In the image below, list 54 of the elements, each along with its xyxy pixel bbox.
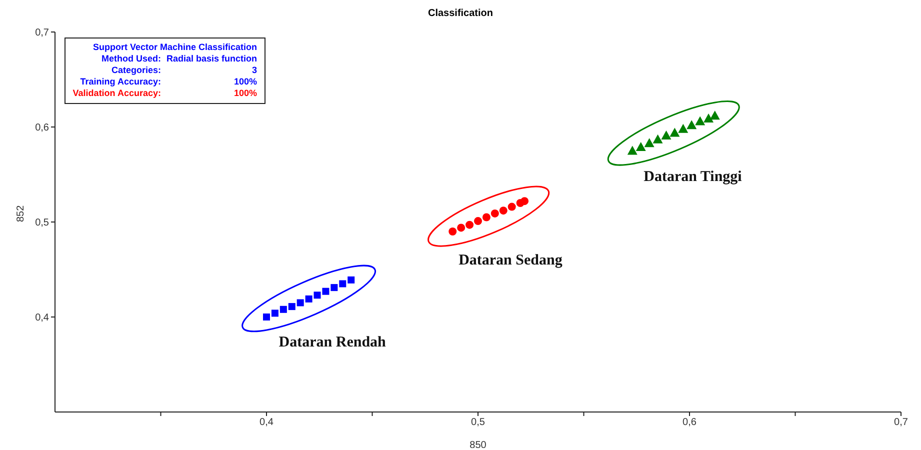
point: [652, 134, 663, 144]
annotation: Radial basis function: [166, 54, 257, 64]
point: [330, 284, 338, 292]
point: [695, 116, 706, 126]
point: [678, 124, 688, 133]
annotation: 3: [252, 65, 257, 75]
point: [661, 130, 672, 140]
x-tick-label: 0,4: [260, 417, 274, 428]
y-tick-label: 0,6: [35, 122, 50, 134]
point: [466, 220, 474, 229]
point: [686, 120, 697, 130]
y-tick-label: 0,5: [35, 218, 50, 229]
point: [280, 306, 287, 313]
point: [704, 113, 714, 122]
point: [288, 303, 296, 310]
annotation: Training Accuracy:: [80, 76, 161, 86]
annotation: Validation Accuracy:: [72, 88, 161, 98]
point: [322, 288, 330, 295]
chart-title: Classification: [426, 8, 494, 19]
point: [314, 292, 321, 299]
x-tick-label: 0,6: [682, 417, 697, 428]
point: [710, 110, 720, 120]
series-label: Dataran Sedang: [458, 252, 563, 268]
point: [644, 138, 654, 148]
point: [474, 217, 482, 226]
series-label: Dataran Tinggi: [644, 169, 742, 186]
y-axis-title: 852: [16, 204, 27, 222]
annotation: 100%: [234, 76, 257, 86]
point: [271, 310, 278, 317]
point: [499, 206, 508, 215]
point: [482, 213, 490, 222]
point: [305, 295, 312, 302]
series-label: Dataran Rendah: [278, 334, 387, 350]
point: [457, 224, 466, 232]
point: [339, 280, 346, 288]
point: [636, 142, 646, 151]
x-tick-label: 0,7: [894, 417, 908, 428]
y-tick-label: 0,7: [35, 28, 50, 39]
x-axis-title: 850: [470, 440, 487, 450]
annotation: Method Used:: [102, 54, 161, 64]
point: [263, 314, 270, 320]
point: [490, 209, 499, 218]
y-tick-label: 0,4: [35, 312, 50, 324]
annotation: Categories:: [111, 65, 161, 75]
point: [348, 276, 355, 284]
point: [670, 128, 680, 137]
annotation: Support Vector Machine Classification: [92, 42, 257, 52]
annotation: 100%: [234, 88, 257, 98]
point: [296, 299, 304, 306]
point: [448, 228, 457, 236]
point: [627, 146, 638, 155]
x-tick-label: 0,5: [471, 417, 486, 428]
point: [520, 197, 529, 206]
point: [508, 202, 516, 211]
